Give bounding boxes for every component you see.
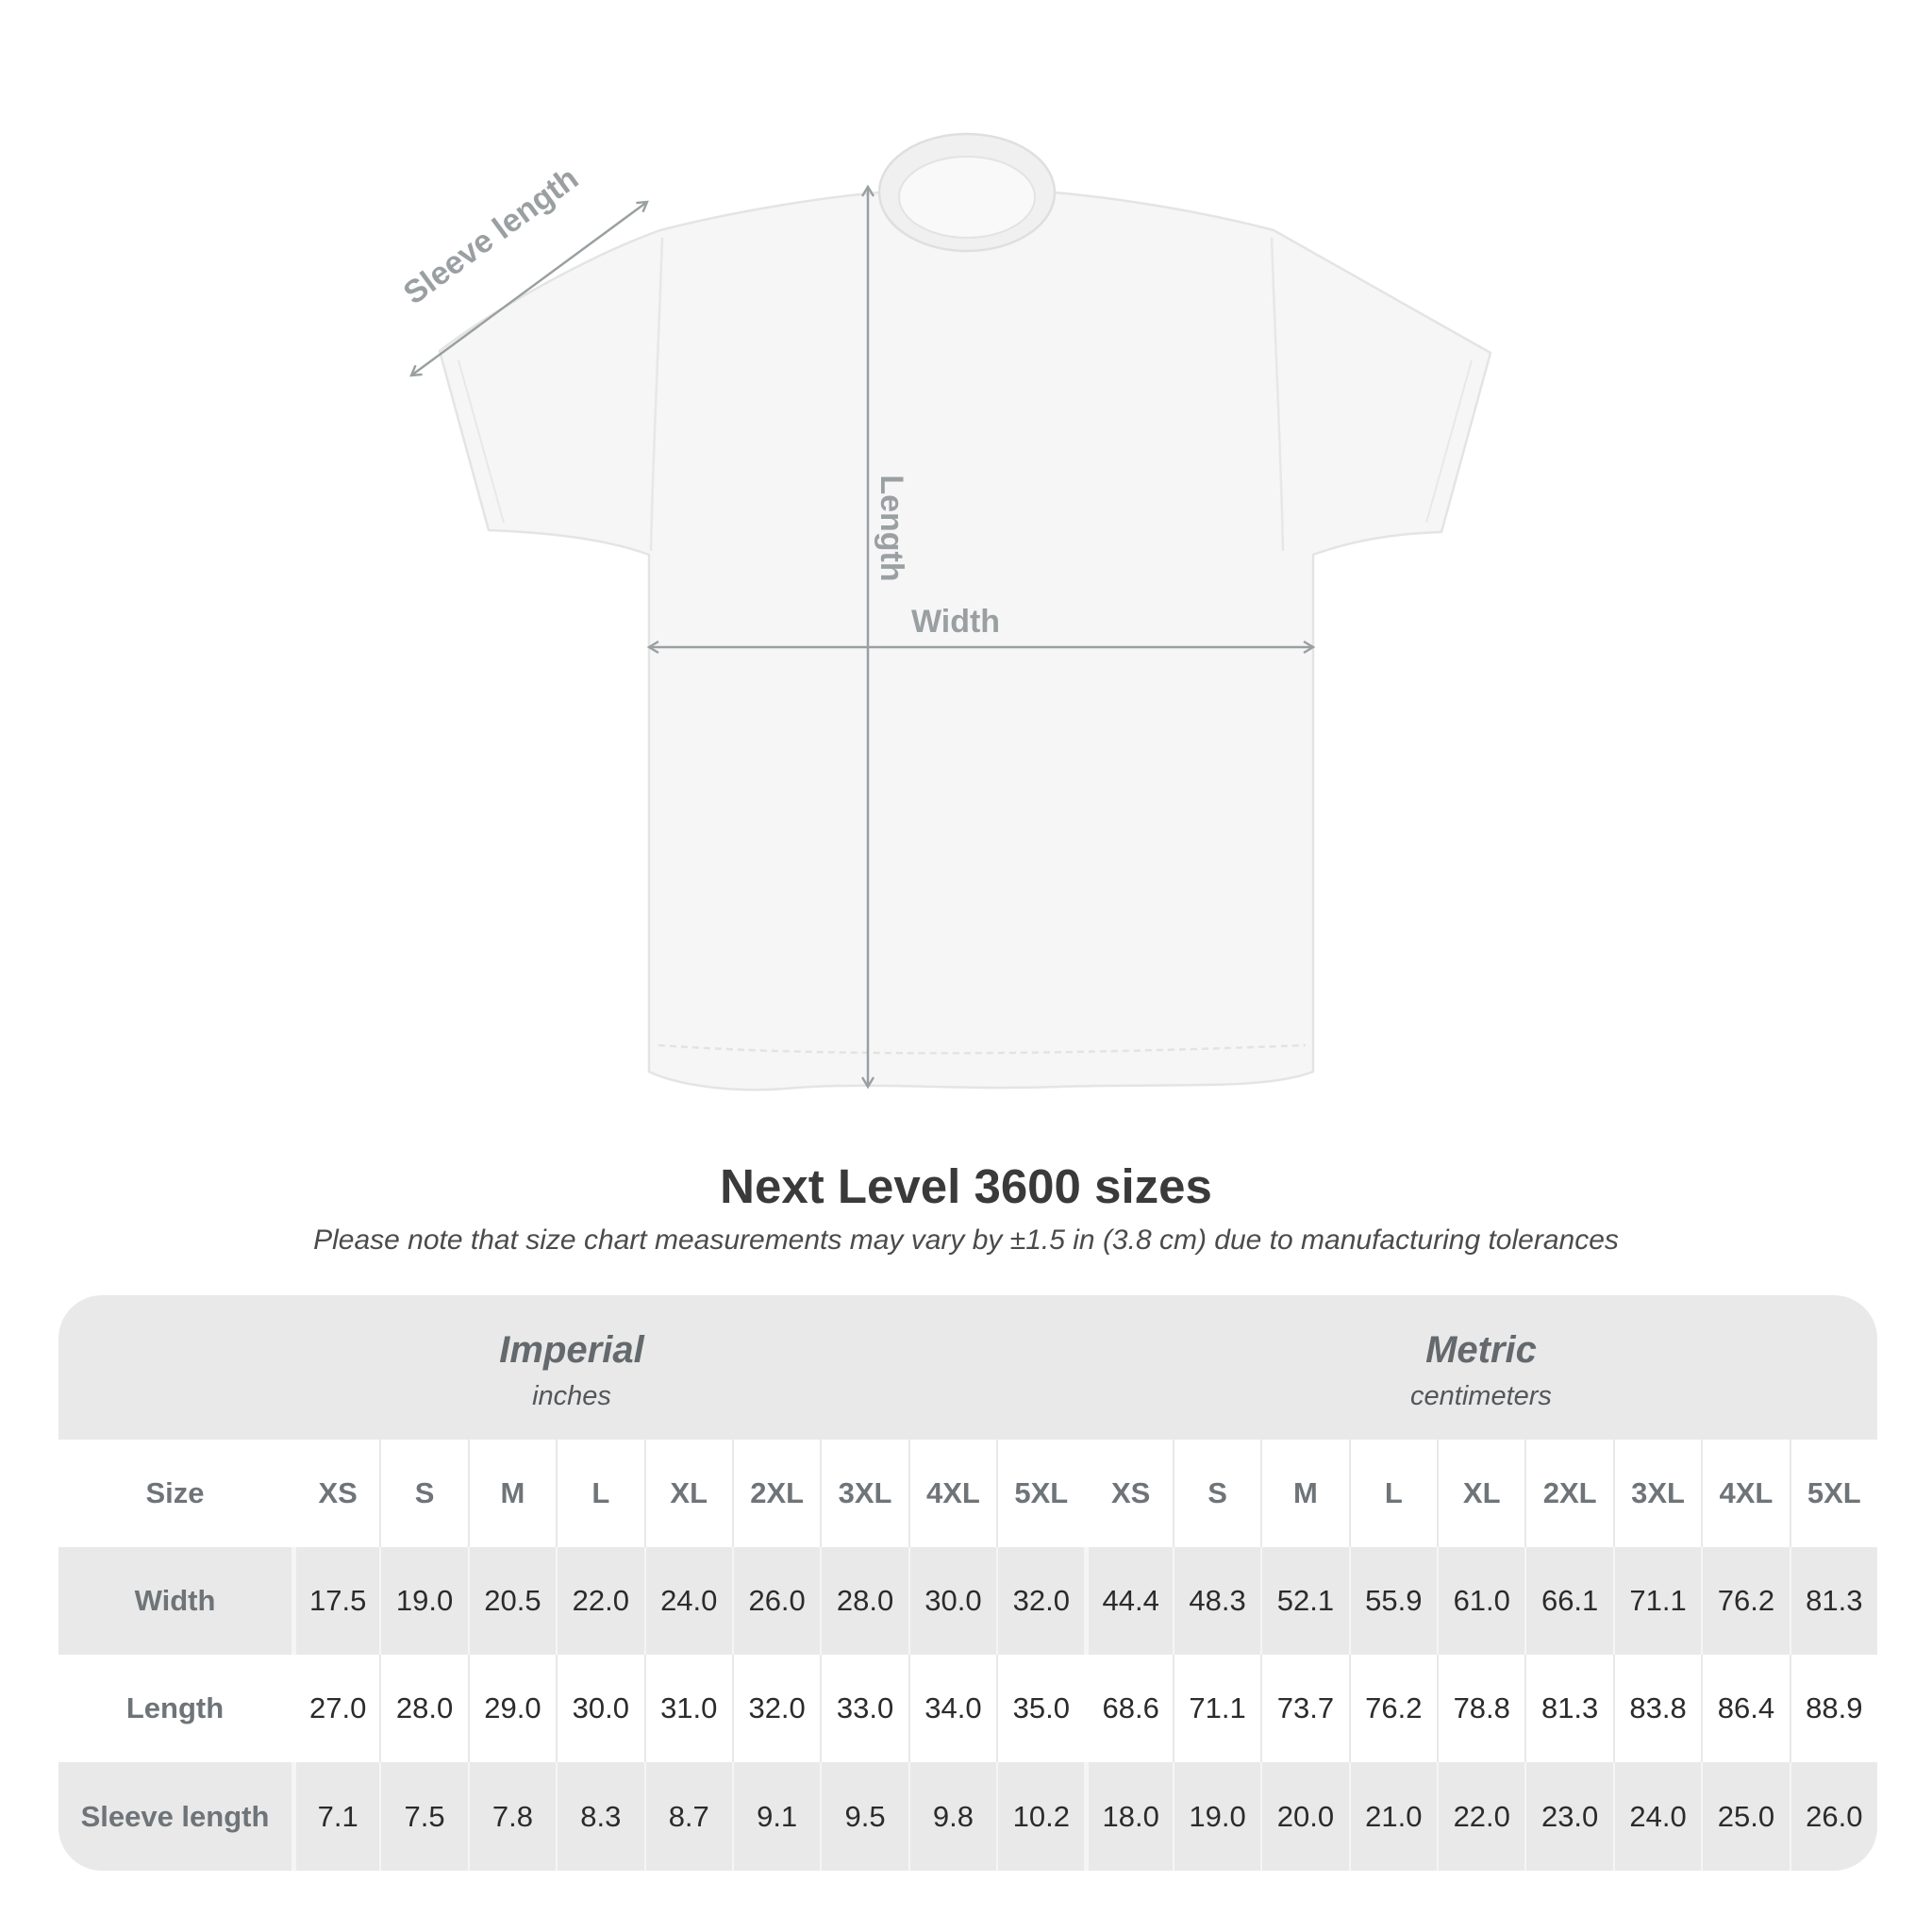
value-metric: 76.2 (1348, 1655, 1437, 1762)
value-metric: 48.3 (1172, 1547, 1260, 1655)
size-header-imperial: 4XL (908, 1440, 996, 1547)
size-header-metric: 5XL (1789, 1440, 1877, 1547)
value-imperial: 8.3 (556, 1762, 643, 1871)
size-table-rows: Size XS S M L XL 2XL 3XL 4XL 5XL XS S M L XL 2XL 3XL 4XL 5… (58, 1440, 1877, 1871)
size-header-metric: 3XL (1612, 1440, 1701, 1547)
value-metric: 18.0 (1084, 1762, 1172, 1871)
value-metric: 26.0 (1789, 1762, 1877, 1871)
size-header-metric: L (1348, 1440, 1437, 1547)
size-header-imperial: 2XL (731, 1440, 820, 1547)
imperial-title: Imperial (499, 1328, 644, 1371)
tshirt-graphic (438, 132, 1492, 1091)
value-imperial: 9.8 (908, 1762, 996, 1871)
value-metric: 19.0 (1172, 1762, 1260, 1871)
value-metric: 81.3 (1524, 1655, 1612, 1762)
value-metric: 44.4 (1084, 1547, 1172, 1655)
value-imperial: 29.0 (467, 1655, 556, 1762)
table-row: Sleeve length 7.1 7.5 7.8 8.3 8.7 9.1 9.5 9.8 10.… (58, 1762, 1877, 1871)
width-label: Width (911, 604, 1000, 640)
table-row: Size XS S M L XL 2XL 3XL 4XL 5XL XS S M L XL 2XL 3XL 4XL 5… (58, 1440, 1877, 1547)
size-header-imperial: XS (291, 1440, 379, 1547)
value-imperial: 35.0 (996, 1655, 1084, 1762)
value-metric: 24.0 (1612, 1762, 1701, 1871)
value-imperial: 10.2 (996, 1762, 1084, 1871)
unit-header-band: Imperial inches Metric centimeters (58, 1295, 1877, 1440)
metric-unit: centimeters (1410, 1380, 1552, 1411)
page-subtitle: Please note that size chart measurements… (313, 1224, 1619, 1256)
value-imperial: 20.5 (467, 1547, 556, 1655)
value-imperial: 33.0 (820, 1655, 908, 1762)
value-imperial: 31.0 (643, 1655, 732, 1762)
value-metric: 66.1 (1524, 1547, 1612, 1655)
value-metric: 78.8 (1437, 1655, 1524, 1762)
value-imperial: 17.5 (291, 1547, 379, 1655)
value-metric: 83.8 (1612, 1655, 1701, 1762)
value-metric: 73.7 (1260, 1655, 1348, 1762)
size-header-metric: XL (1437, 1440, 1524, 1547)
value-metric: 71.1 (1612, 1547, 1701, 1655)
size-header-imperial: M (467, 1440, 556, 1547)
size-header-metric: 2XL (1524, 1440, 1612, 1547)
size-header-metric: 4XL (1701, 1440, 1789, 1547)
imperial-header: Imperial inches (58, 1295, 1085, 1440)
value-imperial: 32.0 (731, 1655, 820, 1762)
collar-inner (898, 156, 1036, 239)
value-imperial: 8.7 (643, 1762, 732, 1871)
value-imperial: 30.0 (908, 1547, 996, 1655)
value-imperial: 34.0 (908, 1655, 996, 1762)
row-label: Length (125, 1691, 225, 1724)
page-title: Next Level 3600 sizes (720, 1159, 1212, 1213)
value-metric: 25.0 (1701, 1762, 1789, 1871)
value-imperial: 9.5 (820, 1762, 908, 1871)
value-metric: 20.0 (1260, 1762, 1348, 1871)
value-metric: 61.0 (1437, 1547, 1524, 1655)
value-metric: 68.6 (1084, 1655, 1172, 1762)
value-imperial: 9.1 (731, 1762, 820, 1871)
value-imperial: 32.0 (996, 1547, 1084, 1655)
row-label: Sleeve length (80, 1799, 270, 1833)
metric-header: Metric centimeters (1085, 1295, 1877, 1440)
value-metric: 86.4 (1701, 1655, 1789, 1762)
value-metric: 88.9 (1789, 1655, 1877, 1762)
size-header-imperial: S (379, 1440, 467, 1547)
value-imperial: 7.1 (291, 1762, 379, 1871)
value-metric: 71.1 (1172, 1655, 1260, 1762)
value-imperial: 28.0 (379, 1655, 467, 1762)
value-imperial: 19.0 (379, 1547, 467, 1655)
value-imperial: 28.0 (820, 1547, 908, 1655)
size-column-header: Size (145, 1476, 205, 1509)
value-imperial: 26.0 (731, 1547, 820, 1655)
value-metric: 23.0 (1524, 1762, 1612, 1871)
value-metric: 55.9 (1348, 1547, 1437, 1655)
value-metric: 52.1 (1260, 1547, 1348, 1655)
value-imperial: 24.0 (643, 1547, 732, 1655)
size-header-imperial: XL (643, 1440, 732, 1547)
size-header-imperial: 3XL (820, 1440, 908, 1547)
value-metric: 21.0 (1348, 1762, 1437, 1871)
sleeve-length-arrow (409, 200, 649, 377)
value-metric: 81.3 (1789, 1547, 1877, 1655)
imperial-unit: inches (532, 1380, 611, 1411)
table-row: Width 17.5 19.0 20.5 22.0 24.0 26.0 28.0 30.0 32.… (58, 1547, 1877, 1655)
value-imperial: 30.0 (556, 1655, 643, 1762)
value-imperial: 7.8 (467, 1762, 556, 1871)
value-metric: 76.2 (1701, 1547, 1789, 1655)
value-imperial: 7.5 (379, 1762, 467, 1871)
size-header-imperial: 5XL (996, 1440, 1084, 1547)
size-header-metric: M (1260, 1440, 1348, 1547)
metric-title: Metric (1425, 1328, 1537, 1371)
row-label: Width (134, 1584, 216, 1617)
value-imperial: 27.0 (291, 1655, 379, 1762)
length-label: Length (874, 475, 909, 581)
size-header-metric: S (1172, 1440, 1260, 1547)
size-header-metric: XS (1084, 1440, 1172, 1547)
value-imperial: 22.0 (556, 1547, 643, 1655)
table-row: Length 27.0 28.0 29.0 30.0 31.0 32.0 33.0 34.0 35… (58, 1655, 1877, 1762)
value-metric: 22.0 (1437, 1762, 1524, 1871)
size-table: Imperial inches Metric centimeters Size X… (58, 1295, 1877, 1871)
size-header-imperial: L (556, 1440, 643, 1547)
